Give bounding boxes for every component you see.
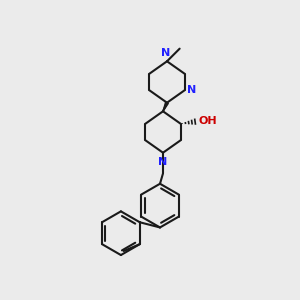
Text: N: N (161, 48, 171, 58)
Polygon shape (163, 102, 168, 111)
Text: OH: OH (199, 116, 217, 126)
Text: N: N (158, 157, 168, 167)
Text: N: N (187, 85, 196, 95)
